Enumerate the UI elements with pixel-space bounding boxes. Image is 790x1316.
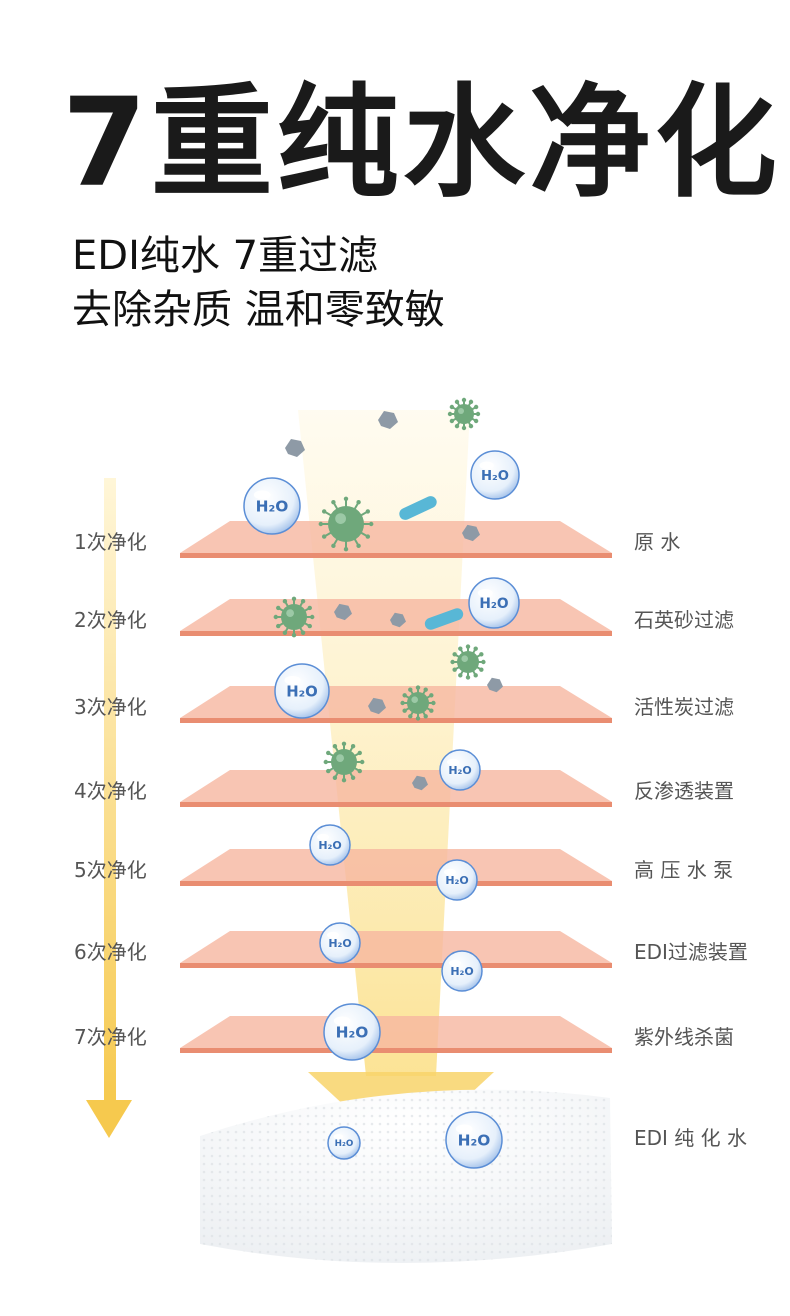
germ-icon: [273, 596, 315, 638]
stone-icon: [378, 411, 398, 429]
water-formula: H₂O: [256, 498, 289, 516]
stage-label: 3次净化: [74, 695, 147, 719]
filter-layer: [180, 1016, 612, 1053]
water-drop-icon: H₂O: [436, 859, 478, 901]
subtitle-line-1: EDI纯水 7重过滤: [72, 233, 379, 279]
germ-icon: [318, 496, 374, 552]
water-formula: H₂O: [335, 1139, 354, 1149]
process-label: 原 水: [634, 530, 680, 554]
water-drop-icon: H₂O: [441, 950, 483, 992]
stone-icon: [390, 612, 406, 628]
process-label: 高 压 水 泵: [634, 858, 733, 882]
process-label: 反渗透装置: [634, 779, 734, 803]
process-label: EDI过滤装置: [634, 940, 748, 964]
side-progress-arrow: [86, 478, 132, 1138]
stage-label: 2次净化: [74, 608, 147, 632]
water-formula: H₂O: [450, 965, 473, 978]
water-formula: H₂O: [448, 764, 471, 777]
process-label: 紫外线杀菌: [634, 1025, 734, 1049]
stage-label: 6次净化: [74, 940, 147, 964]
stone-icon: [334, 603, 352, 621]
filter-layer: [180, 770, 612, 807]
stone-icon: [462, 524, 480, 542]
water-drop-icon: H₂O: [468, 577, 520, 629]
germ-icon: [447, 397, 481, 431]
water-drop-icon: H₂O: [327, 1126, 361, 1160]
water-formula: H₂O: [458, 1132, 491, 1150]
water-drop-icon: H₂O: [439, 749, 481, 791]
stage-label: 5次净化: [74, 858, 147, 882]
bacteria-icon: [399, 496, 437, 520]
filter-layer: [180, 521, 612, 558]
stone-icon: [487, 677, 503, 693]
water-drop-icon: H₂O: [445, 1111, 503, 1169]
stone-icon: [412, 775, 428, 791]
subtitle-line-2: 去除杂质 温和零致敏: [72, 287, 445, 333]
water-formula: H₂O: [479, 596, 508, 612]
water-formula: H₂O: [286, 682, 318, 700]
filter-layer: [180, 686, 612, 723]
water-drop-icon: H₂O: [309, 824, 351, 866]
water-drop-icon: H₂O: [470, 450, 520, 500]
process-label: 活性炭过滤: [634, 695, 734, 719]
process-label: 石英砂过滤: [634, 608, 734, 632]
stage-label: 4次净化: [74, 779, 147, 803]
germ-icon: [323, 741, 365, 783]
water-drop-icon: H₂O: [323, 1003, 381, 1061]
water-formula: H₂O: [445, 874, 468, 887]
germ-icon: [400, 685, 436, 721]
stage-label: 1次净化: [74, 530, 147, 554]
stone-icon: [368, 697, 386, 715]
tissue-sheet: [200, 1089, 612, 1263]
water-formula: H₂O: [336, 1024, 369, 1042]
water-drop-icon: H₂O: [319, 922, 361, 964]
water-formula: H₂O: [318, 839, 341, 852]
germ-icon: [450, 644, 486, 680]
water-drop-icon: H₂O: [274, 663, 330, 719]
water-drop-icon: H₂O: [243, 477, 301, 535]
bacteria-icon: [424, 608, 464, 630]
water-formula: H₂O: [328, 937, 351, 950]
filter-layer: [180, 931, 612, 968]
page-title: 7重纯水净化: [62, 72, 781, 214]
filter-layer: [180, 849, 612, 886]
stage-label: 7次净化: [74, 1025, 147, 1049]
result-label: EDI 纯 化 水: [634, 1126, 747, 1150]
water-formula: H₂O: [481, 469, 509, 484]
stone-icon: [285, 439, 305, 457]
